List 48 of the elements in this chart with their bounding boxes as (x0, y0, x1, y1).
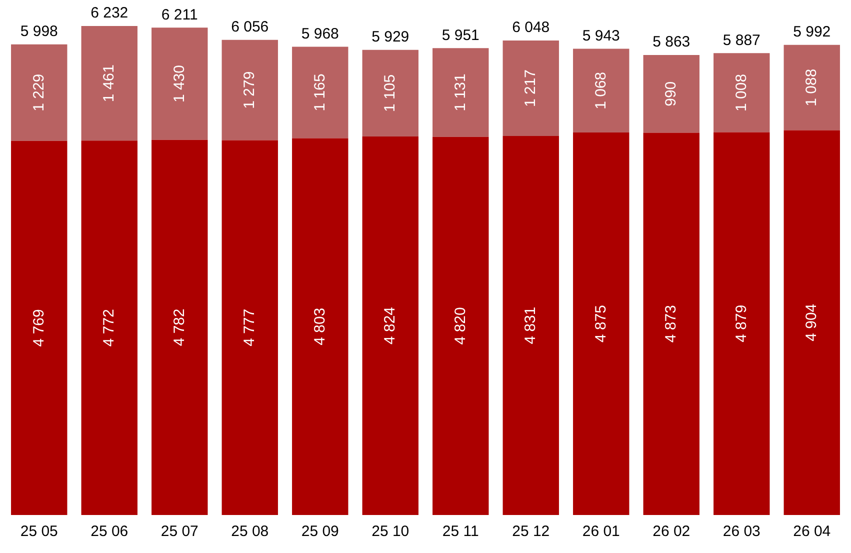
x-tick-label: 25 07 (160, 523, 198, 540)
total-label: 5 998 (20, 23, 58, 40)
total-label: 5 968 (301, 25, 339, 42)
x-tick-label: 26 01 (582, 523, 620, 540)
data-label: 4 803 (311, 308, 328, 346)
x-tick-label: 25 12 (512, 523, 550, 540)
data-label: 4 904 (803, 304, 820, 342)
total-label: 5 887 (722, 32, 760, 49)
data-label: 4 769 (30, 309, 48, 347)
x-tick-label: 26 03 (722, 523, 760, 540)
x-tick-label: 25 06 (90, 523, 128, 540)
x-tick-label: 25 11 (442, 523, 479, 540)
x-tick-label: 26 02 (652, 523, 690, 540)
total-label: 6 048 (512, 19, 550, 36)
data-label: 4 873 (662, 305, 680, 343)
x-tick-label: 25 10 (372, 523, 410, 540)
data-label: 1 008 (732, 74, 750, 112)
x-tick-label: 25 09 (301, 523, 339, 540)
data-label: 4 831 (522, 306, 540, 344)
x-tick-label: 25 05 (20, 523, 58, 540)
data-label: 1 279 (241, 71, 258, 109)
data-label: 4 782 (170, 308, 188, 346)
data-label: 1 430 (170, 64, 188, 103)
total-label: 5 943 (582, 27, 620, 44)
data-label: 1 461 (100, 64, 118, 102)
data-label: 4 824 (382, 306, 399, 345)
data-label: 4 820 (452, 307, 469, 345)
total-label: 6 232 (90, 4, 128, 22)
data-label: 1 068 (592, 72, 610, 110)
data-label: 1 131 (452, 74, 469, 112)
data-label: 4 879 (732, 304, 750, 342)
data-label: 4 875 (592, 304, 610, 343)
total-label: 5 863 (652, 34, 690, 51)
data-label: 4 772 (100, 309, 118, 347)
total-label: 5 929 (372, 28, 410, 46)
total-label: 6 056 (231, 18, 269, 36)
data-label: 990 (662, 81, 680, 106)
data-label: 1 105 (382, 74, 399, 112)
x-tick-label: 26 04 (793, 523, 831, 540)
data-label: 1 229 (30, 74, 48, 112)
x-tick-label: 25 08 (231, 523, 269, 540)
total-label: 6 211 (161, 6, 198, 24)
total-label: 5 992 (793, 24, 831, 41)
total-label: 5 951 (442, 26, 480, 44)
data-label: 4 777 (241, 308, 258, 346)
data-label: 1 088 (803, 68, 820, 106)
data-label: 1 165 (311, 74, 328, 112)
data-label: 1 217 (522, 69, 540, 108)
